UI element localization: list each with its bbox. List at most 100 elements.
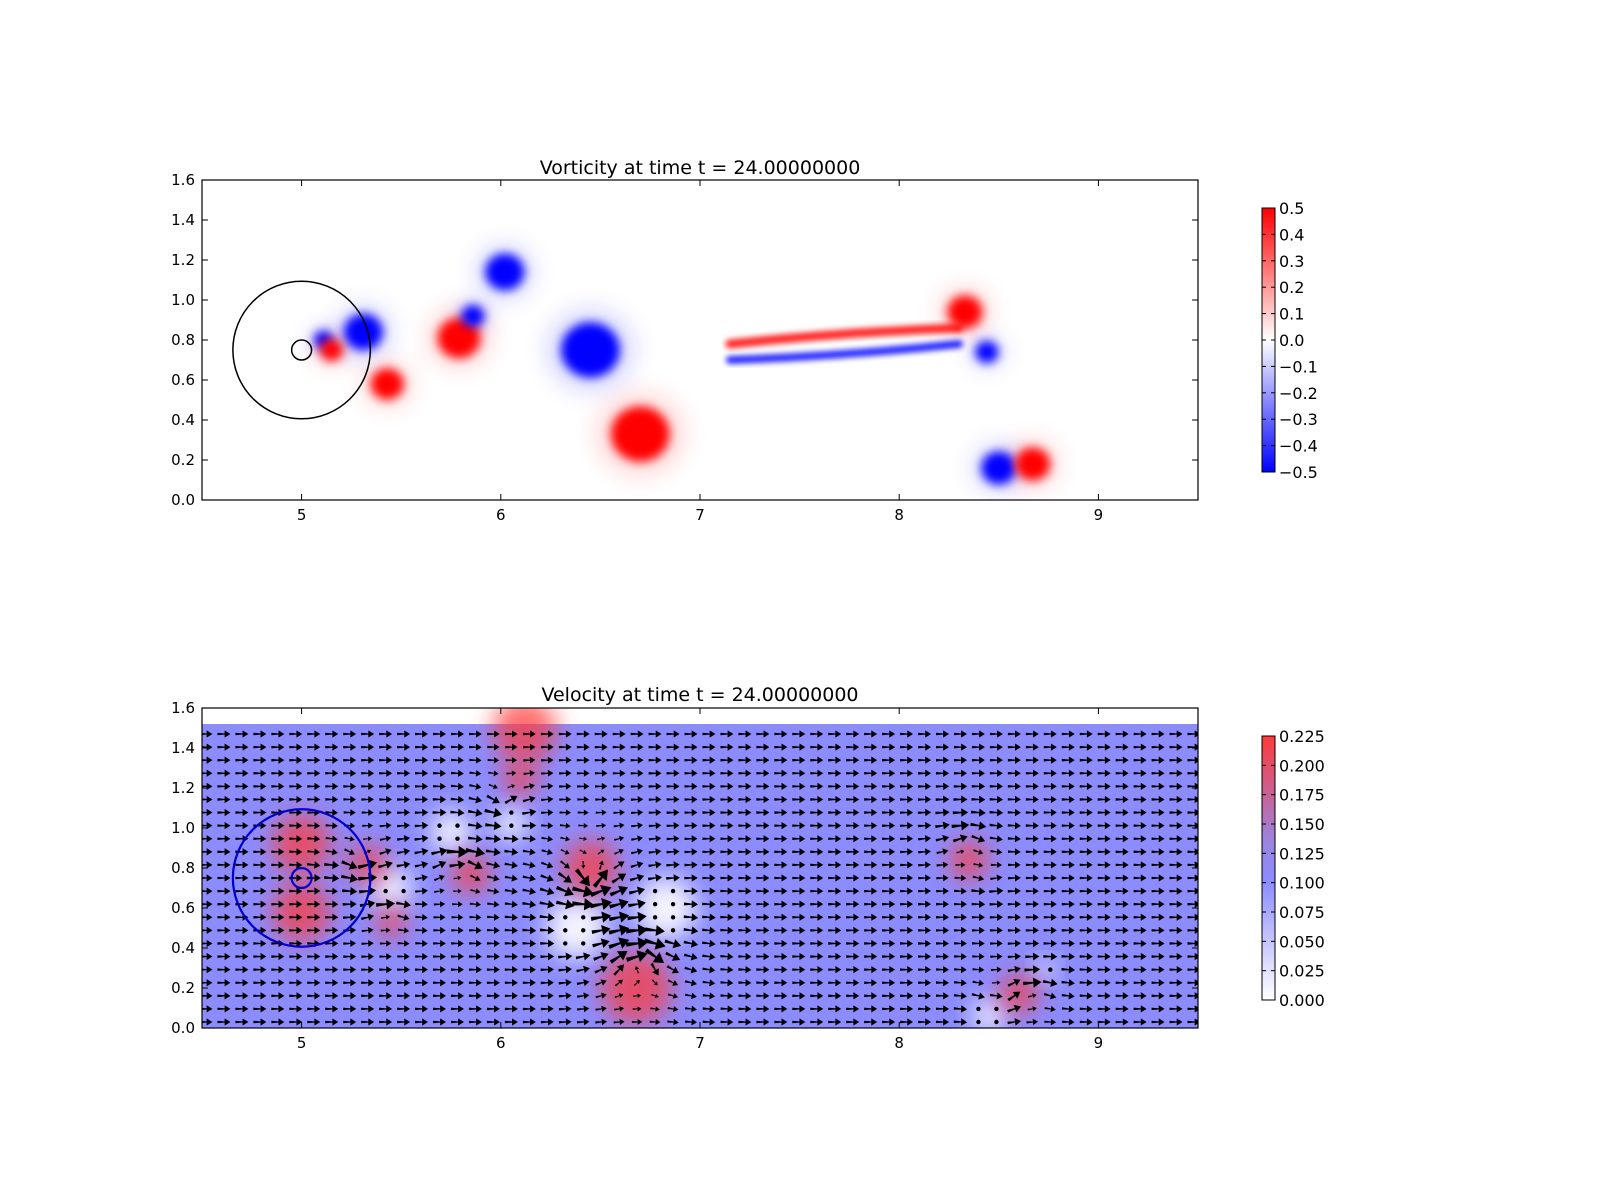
quiver-arrow — [720, 808, 734, 817]
quiver-arrow — [558, 952, 573, 961]
y-tick-label: 0.4 — [171, 939, 195, 957]
quiver-arrow — [453, 888, 462, 894]
quiver-arrow — [684, 848, 698, 856]
quiver-arrow — [1115, 874, 1129, 882]
quiver-arrow — [217, 795, 231, 804]
quiver-arrow — [810, 913, 824, 921]
x-tick-label: 7 — [695, 1034, 705, 1052]
quiver-arrow — [774, 835, 788, 843]
quiver-arrow — [504, 795, 518, 805]
quiver-arrow — [596, 822, 607, 829]
quiver-arrow — [864, 730, 878, 738]
quiver-arrow — [1079, 926, 1093, 935]
quiver-dot — [563, 928, 568, 933]
positive-vortex — [1015, 447, 1051, 481]
vorticity-axes: 5 6 7 8 9 0.0 0.2 0.4 0.6 0.8 1.0 1.2 1.4 1.6 — [171, 171, 1198, 524]
quiver-arrow — [846, 887, 860, 895]
quiver-arrow — [738, 756, 752, 764]
quiver-arrow — [572, 898, 595, 911]
high-speed-region — [451, 854, 491, 894]
quiver-arrow — [936, 952, 949, 961]
quiver-arrow — [487, 730, 500, 738]
vorticity-colorbar: −0.5 −0.4 −0.3 −0.2 −0.1 0.0 0.1 0.2 0.3 0.4 0.5 — [1261, 199, 1318, 482]
quiver-arrow — [882, 730, 896, 738]
quiver-arrow — [414, 874, 428, 882]
quiver-dot — [455, 836, 460, 841]
quiver-arrow — [1043, 808, 1057, 817]
quiver-arrow — [379, 953, 392, 961]
quiver-arrow — [1097, 756, 1111, 764]
quiver-arrow — [702, 900, 716, 908]
colorbar-tick-label: −0.1 — [1279, 357, 1318, 376]
quiver-arrow — [594, 756, 608, 764]
quiver-arrow — [1079, 1005, 1093, 1013]
quiver-arrow — [468, 1005, 482, 1013]
quiver-arrow — [1079, 900, 1093, 908]
quiver-arrow — [507, 784, 516, 789]
quiver-arrow — [306, 874, 321, 882]
quiver-arrow — [595, 1005, 607, 1012]
quiver-arrow — [666, 874, 680, 882]
quiver-arrow — [1043, 861, 1057, 869]
quiver-arrow — [918, 952, 932, 961]
quiver-arrow — [643, 937, 666, 950]
quiver-arrow — [202, 900, 213, 908]
colorbar-tick-label: −0.4 — [1279, 437, 1318, 456]
quiver-arrow — [720, 861, 734, 869]
quiver-arrow — [450, 979, 464, 987]
quiver-arrow — [720, 979, 734, 987]
quiver-arrow — [325, 743, 339, 751]
quiver-arrow — [379, 822, 392, 829]
quiver-arrow — [217, 939, 231, 948]
quiver-arrow — [864, 992, 878, 1000]
quiver-arrow — [971, 992, 985, 1000]
quiver-arrow — [992, 980, 1001, 986]
quiver-arrow — [414, 861, 429, 869]
quiver-arrow — [202, 756, 213, 764]
negative-vortex — [561, 322, 620, 378]
quiver-arrow — [1115, 979, 1129, 987]
quiver-arrow — [936, 939, 949, 948]
quiver-arrow — [1061, 861, 1075, 869]
quiver-arrow — [1007, 900, 1021, 908]
quiver-arrow — [558, 769, 572, 777]
quiver-arrow — [343, 1018, 357, 1026]
quiver-arrow — [665, 951, 681, 961]
quiver-arrow — [1115, 992, 1129, 1000]
quiver-arrow — [253, 808, 267, 817]
quiver-arrow — [539, 926, 555, 935]
quiver-arrow — [307, 1018, 321, 1026]
quiver-arrow — [738, 848, 752, 856]
quiver-arrow — [253, 939, 267, 948]
colorbar-tick-label: 0.4 — [1279, 225, 1304, 244]
quiver-arrow — [1079, 756, 1093, 764]
quiver-arrow — [235, 861, 249, 869]
quiver-arrow — [217, 913, 231, 921]
quiver-arrow — [202, 1018, 213, 1026]
quiver-arrow — [666, 730, 680, 738]
quiver-arrow — [900, 861, 914, 869]
quiver-arrow — [828, 952, 842, 961]
quiver-arrow — [1169, 1018, 1183, 1026]
quiver-arrow — [1079, 848, 1093, 856]
quiver-arrow — [1169, 900, 1183, 908]
quiver-arrow — [828, 756, 842, 764]
quiver-arrow — [882, 926, 896, 935]
quiver-arrow — [522, 926, 537, 935]
quiver-arrow — [1115, 730, 1129, 738]
quiver-arrow — [271, 730, 285, 738]
quiver-arrow — [917, 821, 932, 830]
quiver-dot — [994, 1006, 999, 1012]
quiver-arrow — [271, 835, 285, 843]
quiver-arrow — [595, 992, 607, 999]
quiver-arrow — [1079, 808, 1093, 817]
quiver-arrow — [990, 874, 1003, 882]
quiver-arrow — [1061, 926, 1075, 935]
quiver-arrow — [217, 730, 231, 738]
quiver-arrow — [271, 861, 285, 869]
quiver-arrow — [774, 821, 788, 830]
quiver-arrow — [487, 743, 500, 751]
quiver-arrow — [289, 900, 303, 908]
quiver-arrow — [1169, 743, 1183, 751]
quiver-arrow — [1115, 861, 1129, 869]
